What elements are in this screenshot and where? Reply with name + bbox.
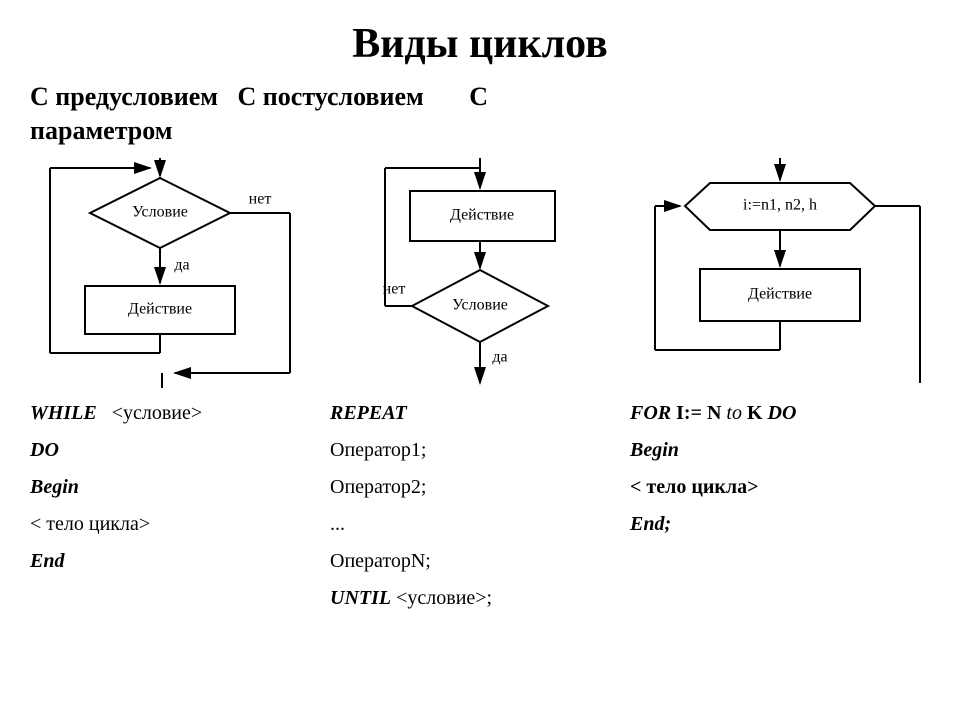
while-cond: <условие>: [112, 402, 202, 424]
for-do-kw: DO: [768, 402, 797, 424]
for-k: K: [747, 402, 763, 424]
repeat-opn: ОператорN;: [330, 544, 620, 579]
subtitle-postcondition: С постусловием: [238, 82, 424, 111]
for-kw: FOR: [630, 402, 671, 424]
while-cond-label: Условие: [132, 203, 188, 220]
repeat-op1: Оператор1;: [330, 433, 620, 468]
for-end-kw: End;: [630, 507, 930, 542]
repeat-op2: Оператор2;: [330, 470, 620, 505]
code-while: WHILE <условие> DO Begin < тело цикла> E…: [30, 396, 320, 579]
for-assign: I:= N: [676, 402, 721, 424]
repeat-dots: ...: [330, 507, 620, 542]
code-repeat: REPEAT Оператор1; Оператор2; ... Операто…: [330, 396, 620, 616]
do-kw: DO: [30, 433, 320, 468]
column-postcondition: Действие Условие нет да REPEAT Оператор1…: [330, 158, 620, 618]
subtitle-param-2: параметром: [30, 116, 172, 145]
flowchart-for: i:=n1, n2, h Действие: [630, 158, 930, 388]
while-body: < тело цикла>: [30, 507, 320, 542]
code-for: FOR I:= N to K DO Begin < тело цикла> En…: [630, 396, 930, 542]
for-body: < тело цикла>: [630, 470, 930, 505]
while-no-label: нет: [249, 190, 272, 207]
repeat-yes-label: да: [492, 348, 507, 365]
flowchart-while: Условие нет да Действие: [30, 158, 320, 388]
for-action-label: Действие: [748, 285, 812, 302]
subtitle-param-1: С: [469, 82, 488, 111]
repeat-no-label: нет: [383, 280, 406, 297]
flowchart-repeat: Действие Условие нет да: [330, 158, 620, 388]
until-cond: <условие>;: [396, 587, 492, 609]
while-yes-label: да: [174, 256, 189, 273]
while-kw: WHILE: [30, 402, 97, 424]
column-parameter: i:=n1, n2, h Действие FOR I:= N to: [630, 158, 930, 618]
subtitle-precondition: С предусловием: [30, 82, 218, 111]
column-precondition: Условие нет да Действие: [30, 158, 320, 618]
end-kw: End: [30, 544, 320, 579]
repeat-cond-label: Условие: [452, 296, 508, 313]
subtitles-row: С предусловием С постусловием С параметр…: [30, 80, 930, 148]
for-header-label: i:=n1, n2, h: [743, 196, 817, 213]
until-kw: UNTIL: [330, 587, 391, 609]
while-action-label: Действие: [128, 300, 192, 317]
to-kw: to: [726, 402, 742, 424]
repeat-kw: REPEAT: [330, 396, 620, 431]
begin-kw: Begin: [30, 470, 320, 505]
repeat-action-label: Действие: [450, 206, 514, 223]
for-begin-kw: Begin: [630, 433, 930, 468]
page-title: Виды циклов: [30, 20, 930, 68]
